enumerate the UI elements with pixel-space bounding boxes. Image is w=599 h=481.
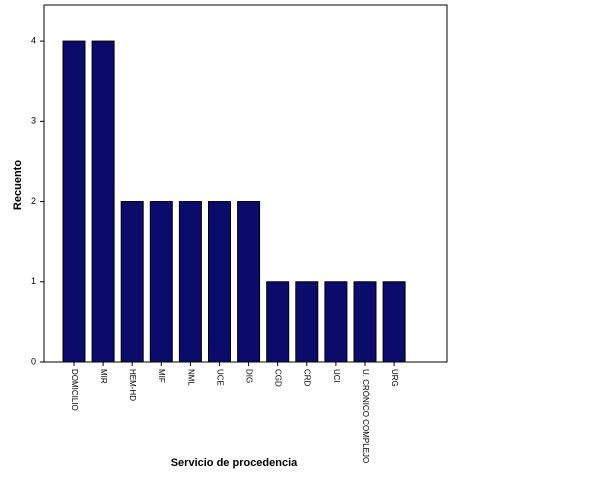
x-tick-label: UCI	[332, 369, 341, 383]
x-tick-label: MIR	[99, 369, 108, 384]
x-tick-label: DIG	[244, 369, 253, 383]
bar	[62, 40, 86, 363]
x-tick-label: MIF	[157, 369, 166, 383]
x-tick-label: URG	[390, 369, 399, 387]
y-tick-label: 1	[31, 276, 36, 286]
y-tick-label: 4	[31, 35, 36, 45]
bar	[295, 281, 319, 363]
x-tick-label: DOMICILIO	[70, 369, 79, 411]
bar	[382, 281, 406, 363]
x-tick-label: CRD	[303, 369, 312, 387]
x-tick-label: HEM-HD	[128, 369, 137, 401]
x-tick-label: U. CRÓNICO COMPLEJO	[361, 369, 370, 463]
y-axis-title: Recuento	[12, 160, 24, 210]
bar	[149, 201, 173, 363]
bar	[324, 281, 348, 363]
bar	[120, 201, 144, 363]
bar	[178, 201, 202, 363]
bar	[353, 281, 377, 363]
x-tick-label: UCE	[215, 369, 224, 386]
bar	[91, 40, 115, 363]
bar	[266, 281, 290, 363]
x-axis-title: Servicio de procedencia	[171, 457, 298, 469]
y-tick-label: 3	[31, 116, 36, 126]
y-tick-label: 0	[31, 356, 36, 366]
x-tick-label: NML	[186, 369, 195, 386]
bar	[237, 201, 261, 363]
bar	[208, 201, 231, 363]
y-tick-label: 2	[31, 196, 36, 206]
x-tick-label: CGD	[274, 369, 283, 387]
